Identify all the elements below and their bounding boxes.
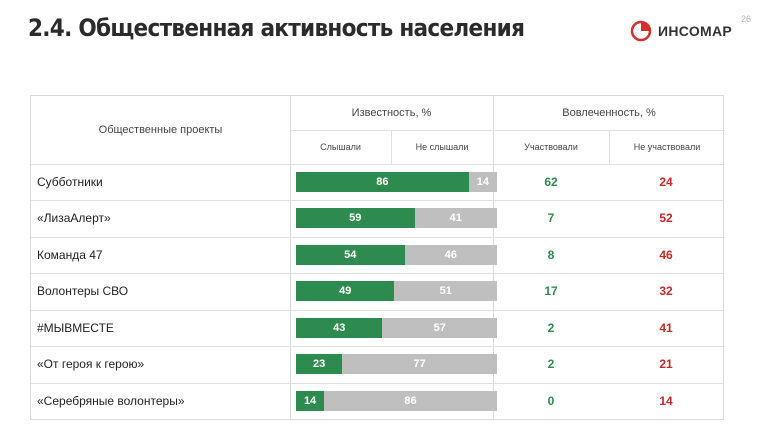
bar-segment-not-heard: 57: [382, 318, 497, 338]
awareness-bar: 43 57: [296, 318, 497, 338]
bar-segment-heard: 59: [296, 208, 415, 228]
awareness-bar: 23 77: [296, 354, 497, 374]
not-participated-value: 21: [659, 357, 673, 371]
participated-value: 7: [547, 211, 555, 225]
column-header-projects: Общественные проекты: [98, 124, 223, 136]
divider: [290, 96, 291, 419]
bar-segment-heard: 86: [296, 172, 469, 192]
divider: [31, 346, 723, 347]
bar-segment-not-heard: 14: [468, 172, 497, 192]
bar-segment-not-heard: 41: [414, 208, 497, 228]
project-name: «Серебряные волонтеры»: [37, 394, 185, 408]
logo-icon: [630, 20, 652, 42]
awareness-bar: 14 86: [296, 391, 497, 411]
bar-segment-heard: 54: [296, 245, 405, 265]
bar-segment-not-heard: 86: [324, 391, 497, 411]
not-participated-value: 14: [659, 394, 673, 408]
logo: ИНСОМАР: [630, 20, 732, 42]
logo-text: ИНСОМАР: [658, 23, 733, 39]
subheader-not-participated: Не участвовали: [633, 142, 701, 152]
subheader-participated: Участвовали: [524, 142, 578, 152]
not-participated-value: 52: [659, 211, 673, 225]
awareness-bar: 86 14: [296, 172, 497, 192]
divider: [391, 130, 392, 164]
column-header-engagement: Вовлеченность, %: [562, 107, 656, 119]
project-name: Волонтеры СВО: [37, 284, 129, 298]
projects-table: Общественные проекты Известность, % Вовл…: [30, 95, 725, 420]
divider: [31, 273, 723, 274]
project-name: #МЫВМЕСТЕ: [37, 321, 114, 335]
divider: [31, 310, 723, 311]
divider: [31, 383, 723, 384]
divider: [31, 164, 723, 165]
bar-segment-not-heard: 46: [404, 245, 497, 265]
participated-value: 17: [544, 284, 558, 298]
participated-value: 2: [547, 357, 555, 371]
bar-segment-heard: 49: [296, 281, 395, 301]
awareness-bar: 59 41: [296, 208, 497, 228]
page-number: 26: [741, 14, 752, 24]
page-title: 2.4. Общественная активность населения: [28, 14, 525, 42]
divider: [609, 130, 610, 164]
awareness-bar: 54 46: [296, 245, 497, 265]
not-participated-value: 41: [659, 321, 673, 335]
project-name: Субботники: [37, 175, 103, 189]
subheader-not-heard: Не слышали: [415, 142, 469, 152]
divider: [31, 200, 723, 201]
project-name: Команда 47: [37, 248, 103, 262]
participated-value: 2: [547, 321, 555, 335]
project-name: «ЛизаАлерт»: [37, 211, 111, 225]
divider: [31, 237, 723, 238]
bar-segment-not-heard: 51: [394, 281, 497, 301]
awareness-bar: 49 51: [296, 281, 497, 301]
bar-segment-heard: 14: [296, 391, 325, 411]
bar-segment-heard: 23: [296, 354, 343, 374]
not-participated-value: 32: [659, 284, 673, 298]
project-name: «От героя к герою»: [37, 357, 145, 371]
not-participated-value: 46: [659, 248, 673, 262]
participated-value: 8: [547, 248, 555, 262]
participated-value: 0: [547, 394, 555, 408]
bar-segment-heard: 43: [296, 318, 383, 338]
divider: [290, 130, 725, 131]
column-header-awareness: Известность, %: [351, 107, 432, 119]
participated-value: 62: [544, 175, 558, 189]
not-participated-value: 24: [659, 175, 673, 189]
bar-segment-not-heard: 77: [342, 354, 497, 374]
subheader-heard: Слышали: [320, 142, 361, 152]
